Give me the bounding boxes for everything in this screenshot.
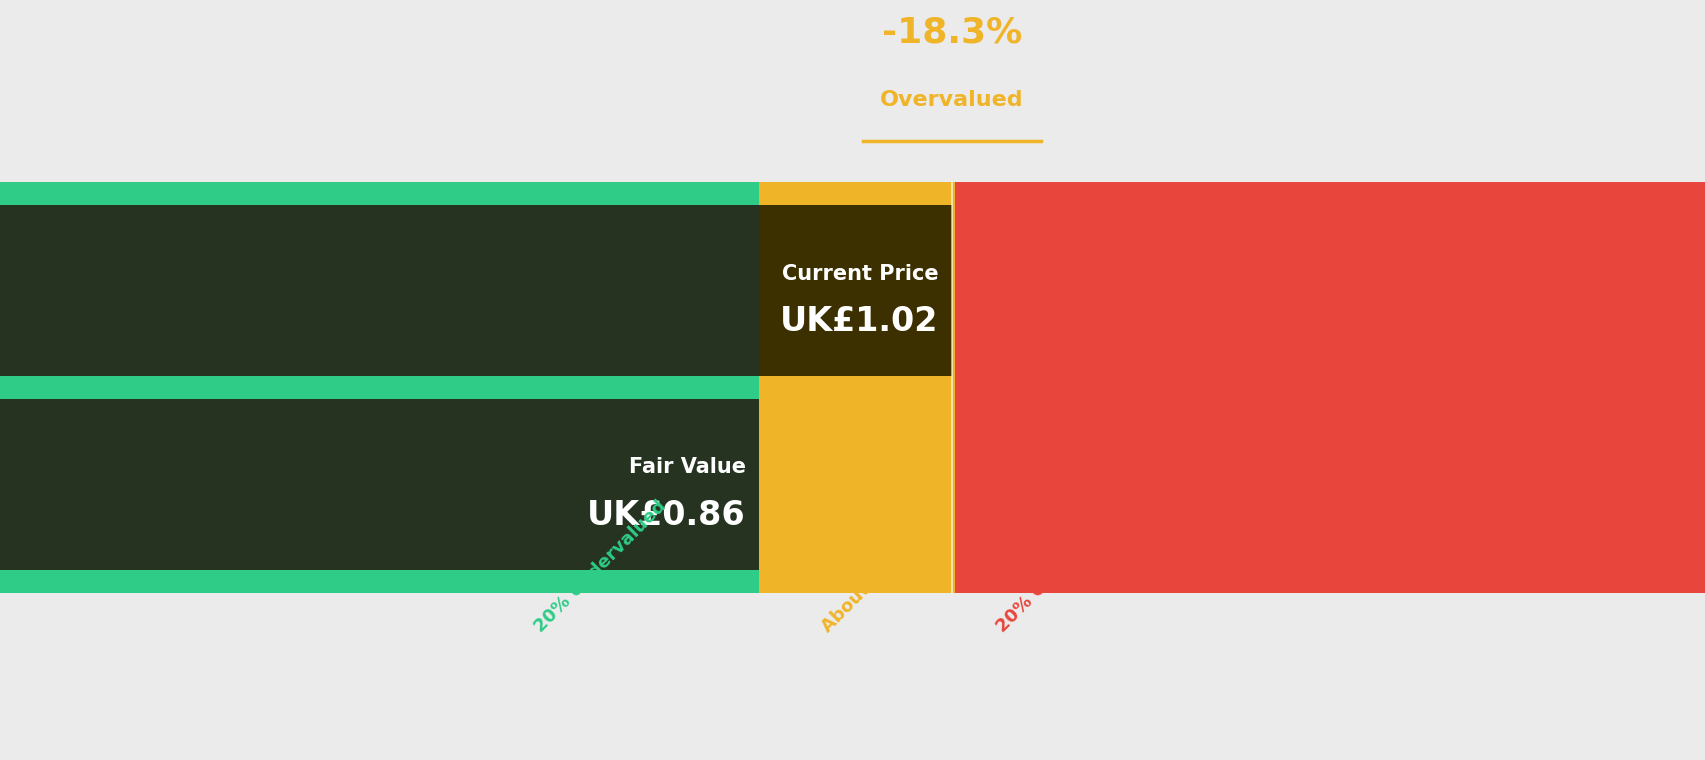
Text: Fair Value: Fair Value (627, 458, 745, 477)
Bar (759, 182, 955, 593)
Text: Current Price: Current Price (781, 264, 938, 283)
Text: Overvalued: Overvalued (880, 90, 1023, 110)
Bar (955, 182, 1705, 593)
Text: UK£0.86: UK£0.86 (587, 499, 745, 532)
Bar (0, 182, 759, 593)
Text: About Right: About Right (818, 538, 916, 636)
Text: UK£1.02: UK£1.02 (779, 305, 938, 338)
Bar (759, 205, 951, 376)
Bar (0, 399, 759, 570)
Bar (0, 205, 759, 376)
Text: 20% Undervalued: 20% Undervalued (532, 497, 670, 636)
Text: -18.3%: -18.3% (881, 15, 1021, 49)
Text: 20% Overvalued: 20% Overvalued (992, 506, 1122, 636)
